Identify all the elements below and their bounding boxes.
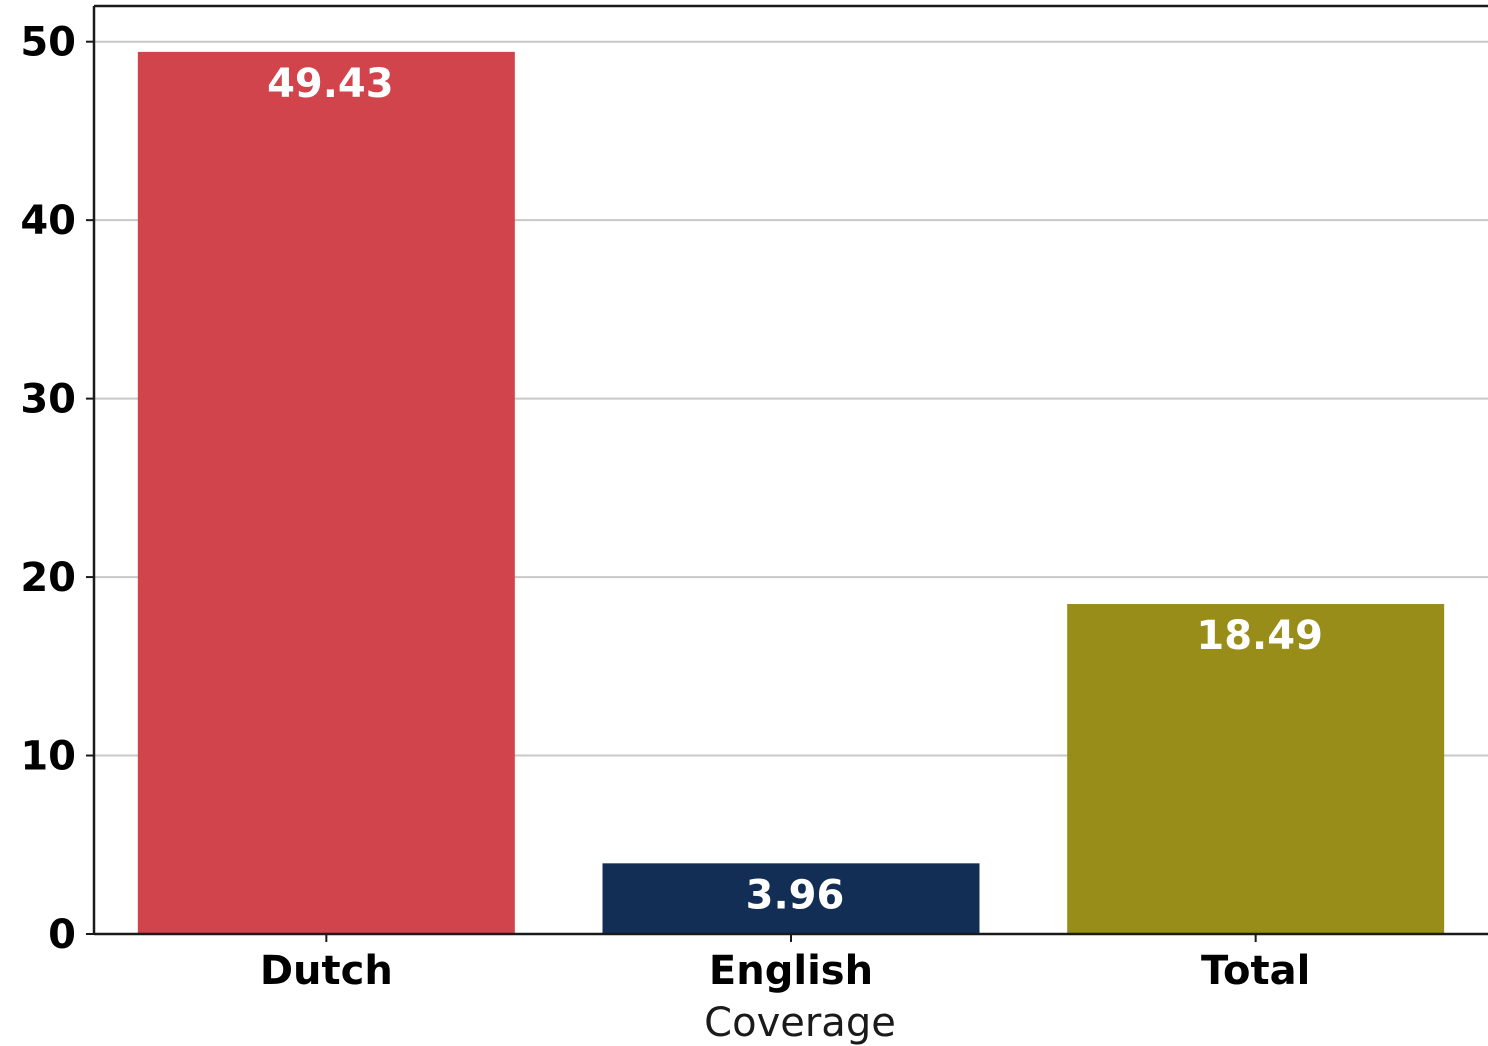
- y-tick-label: 50: [20, 20, 76, 66]
- x-tick-label-english: English: [709, 948, 873, 994]
- y-tick-label: 40: [20, 198, 76, 244]
- data-label-english: 3.96: [746, 872, 845, 918]
- y-tick-label: 10: [20, 734, 76, 780]
- y-tick-label: 20: [20, 555, 76, 601]
- x-tick-label-total: Total: [1201, 948, 1310, 994]
- data-label-dutch: 49.43: [267, 61, 394, 107]
- bar-dutch: [137, 51, 515, 934]
- x-axis-title: Coverage: [704, 1000, 896, 1046]
- y-tick-label: 30: [20, 377, 76, 423]
- data-label-total: 18.49: [1196, 613, 1323, 659]
- bar-total: [1067, 604, 1445, 934]
- bars: [137, 51, 1445, 934]
- axes: [86, 4, 1488, 942]
- labels: 0 10 20 30 40 50 49.43 Dutch 3.96 English 18.49 Tot…: [20, 20, 1323, 994]
- bar-english: [602, 863, 980, 934]
- x-tick-label-dutch: Dutch: [260, 948, 393, 994]
- y-tick-label: 0: [48, 912, 76, 958]
